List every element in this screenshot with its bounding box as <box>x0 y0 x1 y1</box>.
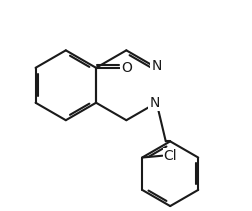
Text: O: O <box>121 61 132 75</box>
Text: N: N <box>149 96 159 110</box>
Text: Cl: Cl <box>163 149 177 163</box>
Text: N: N <box>151 59 161 73</box>
